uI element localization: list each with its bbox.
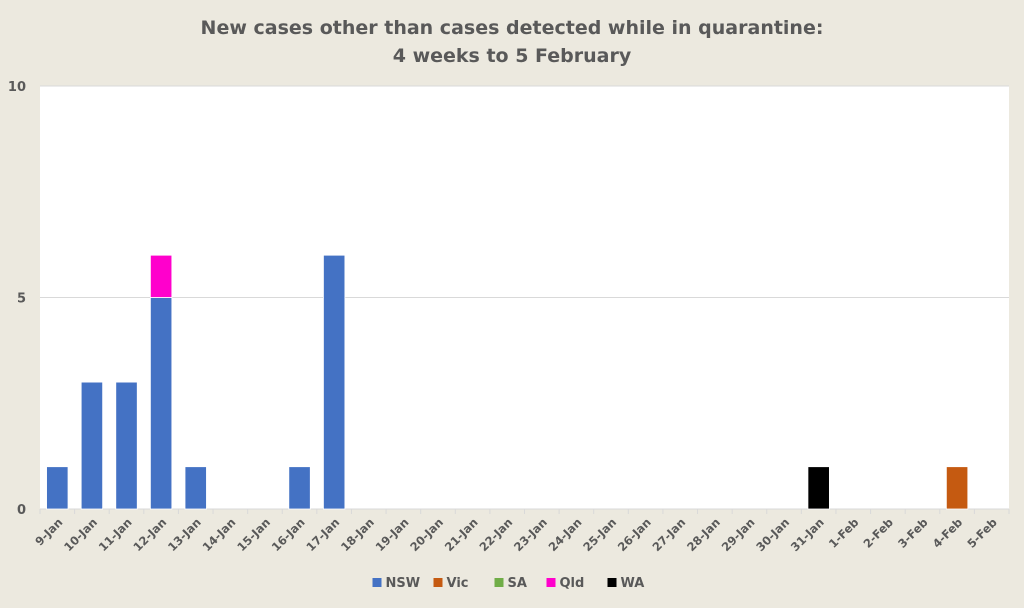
x-tick-label: 24-Jan	[546, 515, 585, 554]
legend-label-qld: Qld	[560, 576, 585, 591]
x-tick-label: 5-Feb	[964, 515, 999, 550]
x-tick-label: 31-Jan	[788, 515, 827, 554]
legend-label-sa: SA	[508, 576, 527, 591]
chart-title-line-1: New cases other than cases detected whil…	[200, 17, 824, 39]
bar-qld	[149, 254, 173, 298]
x-tick-label: 16-Jan	[269, 515, 308, 554]
x-tick-label: 22-Jan	[476, 515, 515, 554]
x-tick-label: 19-Jan	[373, 515, 412, 554]
legend-label-vic: Vic	[447, 576, 469, 591]
legend-swatch-nsw	[372, 578, 382, 587]
x-tick-label: 29-Jan	[719, 515, 758, 554]
x-tick-label: 17-Jan	[303, 515, 342, 554]
y-tick-label: 0	[17, 503, 26, 518]
legend-swatch-vic	[433, 578, 443, 587]
x-tick-label: 26-Jan	[615, 515, 654, 554]
x-tick-label: 14-Jan	[200, 515, 239, 554]
x-tick-label: 15-Jan	[234, 515, 273, 554]
x-tick-label: 1-Feb	[826, 515, 861, 550]
x-tick-label: 30-Jan	[753, 515, 792, 554]
bar-nsw	[115, 381, 138, 510]
x-tick-label: 28-Jan	[684, 515, 723, 554]
legend-swatch-wa	[607, 578, 617, 587]
bar-vic	[945, 466, 969, 510]
legend-swatch-sa	[494, 578, 504, 587]
x-tick-label: 10-Jan	[61, 515, 100, 554]
x-tick-label: 11-Jan	[96, 515, 135, 554]
x-tick-label: 3-Feb	[895, 515, 930, 550]
x-tick-label: 23-Jan	[511, 515, 550, 554]
bar-nsw	[46, 466, 69, 510]
bar-nsw	[149, 297, 173, 510]
legend-swatch-qld	[546, 578, 556, 587]
y-tick-label: 10	[8, 80, 26, 95]
x-tick-label: 20-Jan	[407, 515, 446, 554]
x-tick-label: 9-Jan	[32, 515, 65, 548]
bar-nsw	[323, 254, 346, 510]
legend-label-nsw: NSW	[386, 576, 421, 591]
chart-title-line-2: 4 weeks to 5 February	[392, 45, 632, 67]
y-tick-label: 5	[17, 292, 26, 307]
x-tick-label: 27-Jan	[649, 515, 688, 554]
bar-nsw	[288, 466, 311, 510]
x-tick-label: 4-Feb	[930, 515, 965, 550]
x-tick-label: 25-Jan	[580, 515, 619, 554]
legend-label-wa: WA	[621, 576, 645, 591]
chart-title: New cases other than cases detected whil…	[0, 14, 1024, 70]
x-tick-label: 18-Jan	[338, 515, 377, 554]
bar-wa	[807, 466, 830, 510]
bar-nsw	[80, 381, 104, 510]
x-tick-label: 21-Jan	[442, 515, 481, 554]
x-tick-label: 12-Jan	[130, 515, 169, 554]
bar-nsw	[184, 466, 207, 510]
x-tick-label: 2-Feb	[860, 515, 895, 550]
x-tick-label: 13-Jan	[165, 515, 204, 554]
